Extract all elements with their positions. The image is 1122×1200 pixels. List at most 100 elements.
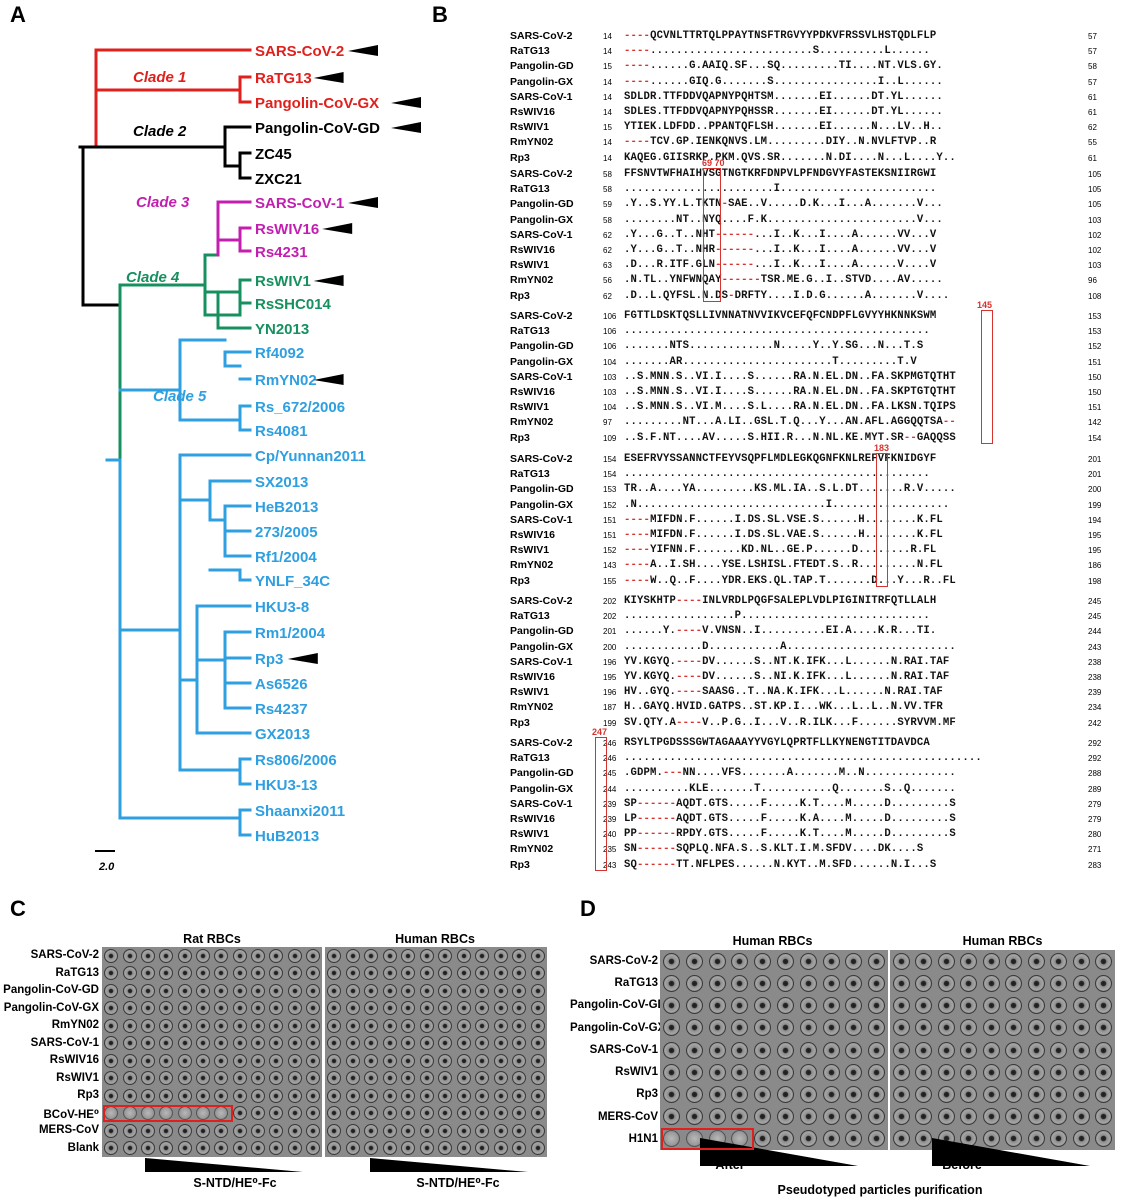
plate-well: [982, 1085, 1000, 1103]
plate-well: [140, 1141, 155, 1156]
plate-well: [892, 1041, 910, 1059]
plate-well: [475, 1123, 490, 1138]
plate-well: [122, 948, 137, 963]
alignment-start-pos: 14: [603, 108, 612, 117]
plate-well: [708, 974, 726, 992]
plate-well: [438, 1088, 453, 1103]
alignment-row: Pangolin-GX 200 ............D...........A.…: [430, 641, 1122, 654]
plate-well: [345, 1088, 360, 1103]
alignment-sequence: RSYLTPGDSSSGWTAGAAAYYVGYLQPRTFLLKYNENGTI…: [624, 737, 930, 749]
tree-leaf-label: Rp3: [255, 651, 283, 668]
alignment-sequence: ........NT..NYQ....F.K..................…: [624, 213, 943, 226]
plate-well: [382, 1123, 397, 1138]
plate-well: [177, 1123, 192, 1138]
alignment-end-pos: 292: [1088, 739, 1102, 748]
plate-well: [493, 983, 508, 998]
alignment-end-pos: 279: [1088, 815, 1102, 824]
alignment-row: Rp3 14 KAQEG.GIISRKP.PKM.QVS.SR.......N.DI…: [430, 152, 1122, 165]
plate-well: [845, 974, 863, 992]
alignment-row: RsWIV1 152 ----YIFNN.F.......KD.NL..GE.P..…: [430, 544, 1122, 557]
alignment-seq-name: RaTG13: [510, 325, 550, 338]
alignment-seq-name: SARS-CoV-1: [510, 513, 573, 526]
plate-well: [892, 974, 910, 992]
alignment-seq-name: RmYN02: [510, 701, 554, 714]
tree-leaf-label: Rf4092: [255, 345, 304, 362]
plate-well: [345, 1001, 360, 1016]
plate-well: [232, 966, 247, 981]
alignment-end-pos: 105: [1088, 170, 1102, 179]
alignment-start-pos: 143: [603, 561, 617, 571]
plate-well: [1095, 952, 1113, 970]
plate-well: [982, 952, 1000, 970]
alignment-sequence: .Y...G..T..NHT------...I..K...I....A....…: [624, 228, 937, 241]
plate-well: [776, 1085, 794, 1103]
plate-well: [1027, 952, 1045, 970]
plate-well: [1095, 1041, 1113, 1059]
plate-well: [731, 1041, 749, 1059]
alignment-seq-name: RaTG13: [510, 45, 550, 58]
plate-well: [731, 1019, 749, 1037]
before-purification-plate: [890, 950, 1115, 1150]
alignment-end-pos: 238: [1088, 673, 1102, 682]
plate-well: [122, 1053, 137, 1068]
panel-c-title-rat: Rat RBCs: [183, 932, 241, 946]
plate-well: [1027, 1019, 1045, 1037]
panel-c-row-label: MERS-CoV: [38, 1124, 99, 1136]
plate-well: [868, 1041, 886, 1059]
tree-leaf-label: RaTG13: [255, 70, 312, 87]
plate-well: [493, 1053, 508, 1068]
plate-well: [104, 1088, 119, 1103]
alignment-seq-name: SARS-CoV-2: [510, 595, 573, 607]
plate-well: [982, 1130, 1000, 1148]
alignment-start-pos: 58: [603, 185, 612, 195]
plate-well: [287, 1036, 302, 1051]
concentration-wedge-right: [370, 1158, 528, 1172]
alignment-row: RsWIV16 151 ----MIFDN.F......I.DS.SL.VAE.S…: [430, 529, 1122, 542]
alignment-sequence: ----YIFNN.F.......KD.NL..GE.P......D....…: [624, 544, 937, 557]
plate-well: [1050, 1130, 1068, 1148]
plate-well: [1050, 1041, 1068, 1059]
plate-well: [799, 1085, 817, 1103]
plate-well: [195, 1071, 210, 1086]
alignment-row: SARS-CoV-2 14 ----QCVNLTTRTQLPPAYTNSFTRGVY…: [430, 30, 1122, 43]
tree-leaf-label: Cp/Yunnan2011: [255, 448, 366, 465]
alignment-row: RmYN02 235 SN------SQPLQ.NFA.S..S.KLT.I.M.…: [430, 843, 1122, 856]
plate-well: [845, 1130, 863, 1148]
plate-well: [327, 1141, 342, 1156]
alignment-end-pos: 201: [1088, 455, 1102, 464]
plate-well: [345, 1141, 360, 1156]
plate-well: [530, 1071, 545, 1086]
plate-well: [287, 1106, 302, 1121]
alignment-sequence: ........................................…: [624, 325, 930, 338]
plate-well: [122, 1141, 137, 1156]
alignment-sequence: .D...R.ITF.GLN------...I..K...I....A....…: [624, 259, 937, 272]
plate-well: [708, 1085, 726, 1103]
plate-well: [250, 948, 265, 963]
alignment-start-pos: 14: [603, 138, 612, 148]
plate-well: [915, 952, 933, 970]
plate-well: [456, 983, 471, 998]
alignment-seq-name: RaTG13: [510, 468, 550, 481]
plate-well: [327, 966, 342, 981]
plate-well: [305, 1018, 320, 1033]
alignment-block: SARS-CoV-2 246 RSYLTPGDSSSGWTAGAAAYYVGYLQP…: [430, 737, 1122, 877]
alignment-end-pos: 57: [1088, 77, 1097, 87]
alignment-start-pos: 246: [603, 739, 617, 748]
alignment-start-pos: 56: [603, 276, 612, 286]
plate-well: [662, 952, 680, 970]
plate-well: [662, 1041, 680, 1059]
plate-well: [662, 1130, 680, 1148]
alignment-sequence: ESEFRVYSSANNCTFEYVSQPFLMDLEGKQGNFKNLREFV…: [624, 453, 937, 465]
plate-well: [1072, 1108, 1090, 1126]
plate-well: [232, 1106, 247, 1121]
plate-well: [364, 1123, 379, 1138]
alignment-start-pos: 151: [603, 531, 617, 540]
alignment-seq-name: RmYN02: [510, 136, 554, 149]
tree-leaf-label: Pangolin-CoV-GX: [255, 95, 379, 112]
alignment-start-pos: 154: [603, 455, 617, 464]
plate-well: [1027, 1108, 1045, 1126]
panel-c-highlight-rect: [103, 1104, 234, 1122]
plate-well: [937, 952, 955, 970]
plate-well: [731, 1063, 749, 1081]
plate-well: [662, 1019, 680, 1037]
